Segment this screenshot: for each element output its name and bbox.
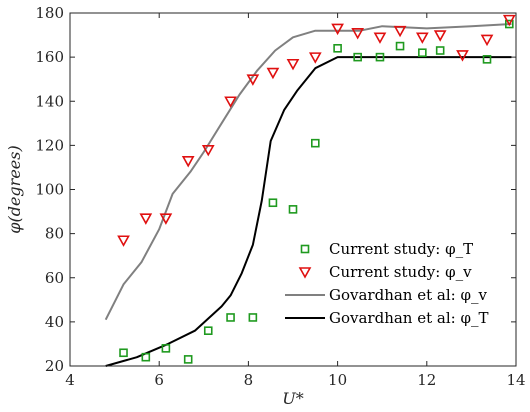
legend-swatch <box>298 267 312 279</box>
legend-entry: Current study: φ_v <box>298 263 472 281</box>
data-point <box>395 41 405 51</box>
y-tick-label: 100 <box>35 181 64 199</box>
data-point <box>183 355 193 364</box>
data-point <box>393 25 407 38</box>
series-govardhan-et-al-t <box>105 56 512 367</box>
tick-labels: 4 6 8 10 12 14 20 40 60 80 100 120 140 160 180 <box>35 4 525 389</box>
series-govardhan-et-al-v <box>104 23 512 321</box>
legend-label: Current study: φ_v <box>329 263 472 281</box>
data-point <box>418 48 427 58</box>
series-current-study-v <box>117 14 516 247</box>
legend-entry: Govardhan et al: φ_v <box>285 286 487 304</box>
legend: Current study: φ_T Current study: φ_v Gova… <box>285 240 488 327</box>
x-tick-label: 14 <box>506 371 525 389</box>
x-tick-label: 12 <box>417 371 436 389</box>
data-point <box>375 52 385 62</box>
data-point <box>331 23 344 36</box>
data-point <box>435 46 445 55</box>
series-line <box>104 23 512 321</box>
x-tick-label: 10 <box>328 371 347 389</box>
data-point <box>456 50 469 62</box>
data-point <box>181 156 195 168</box>
data-point <box>203 326 213 336</box>
x-tick-label: 6 <box>154 371 164 389</box>
y-tick-label: 40 <box>45 313 64 331</box>
data-point <box>201 144 215 157</box>
y-tick-label: 120 <box>35 136 64 154</box>
data-point <box>246 74 260 86</box>
y-tick-label: 80 <box>45 225 64 243</box>
y-axis-label: φ(degrees) <box>5 145 24 233</box>
data-point <box>288 205 298 214</box>
data-point <box>161 344 171 353</box>
data-point <box>266 67 280 80</box>
y-tick-label: 60 <box>45 269 64 287</box>
data-point <box>502 14 516 27</box>
data-point <box>139 213 153 225</box>
data-point <box>310 138 320 148</box>
x-axis-label: U* <box>282 389 303 408</box>
legend-label: Current study: φ_T <box>329 240 473 258</box>
data-point <box>286 58 300 71</box>
data-point <box>224 96 237 108</box>
legend-swatch <box>300 244 310 254</box>
axis-ticks <box>69 12 517 367</box>
data-point <box>482 55 492 64</box>
data-point <box>117 235 130 247</box>
series-current-study-t <box>119 19 514 364</box>
data-point <box>373 32 387 44</box>
legend-label: Govardhan et al: φ_T <box>329 309 488 327</box>
series-line <box>105 56 512 367</box>
data-point <box>226 313 235 322</box>
data-point <box>248 313 258 322</box>
legend-entry: Govardhan et al: φ_T <box>285 309 488 327</box>
data-point <box>351 28 365 40</box>
y-tick-label: 180 <box>35 4 64 22</box>
x-tick-label: 4 <box>65 371 75 389</box>
data-point <box>119 348 128 358</box>
data-point <box>308 52 322 64</box>
legend-label: Govardhan et al: φ_v <box>329 286 487 304</box>
x-tick-label: 8 <box>244 371 254 389</box>
data-point <box>141 352 151 362</box>
y-tick-label: 20 <box>45 357 64 375</box>
data-point <box>433 30 447 42</box>
data-point <box>353 52 362 62</box>
data-point <box>480 34 494 47</box>
legend-entry: Current study: φ_T <box>300 240 473 258</box>
data-point <box>333 43 342 53</box>
data-point <box>415 32 429 44</box>
data-point <box>505 19 514 29</box>
plot-area <box>104 14 516 367</box>
data-point <box>268 198 278 208</box>
y-tick-label: 160 <box>35 48 64 66</box>
data-point <box>159 213 173 225</box>
y-tick-label: 140 <box>35 92 64 110</box>
